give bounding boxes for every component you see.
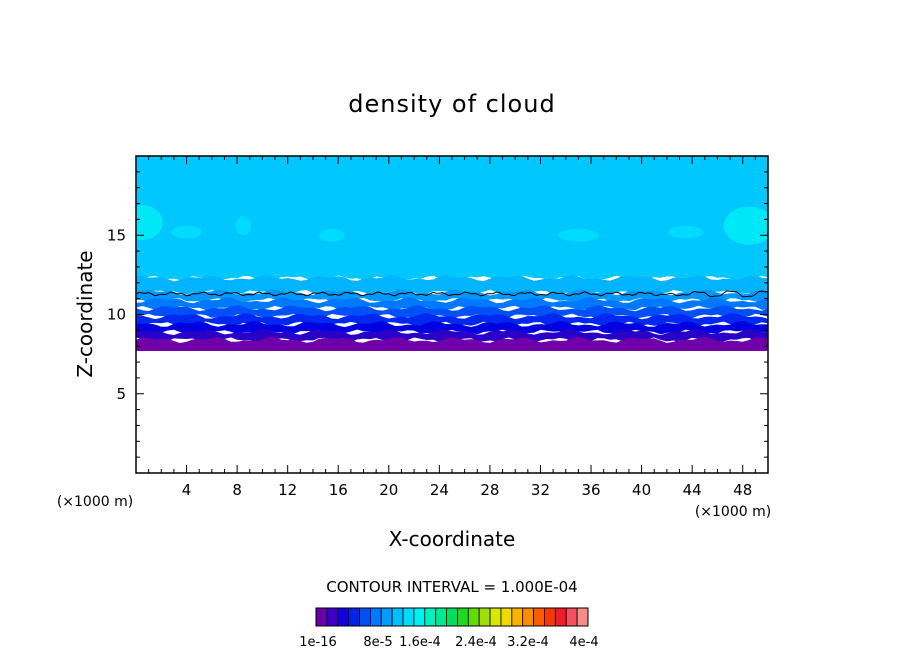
colorbar-swatch [391, 607, 404, 627]
colorbar-swatch [489, 607, 502, 627]
colorbar-swatch [478, 607, 491, 627]
x-tick-label: 16 [329, 481, 348, 499]
colorbar-label: 4e-4 [569, 635, 598, 650]
y-axis-label: Z-coordinate [73, 250, 97, 377]
x-tick-label: 44 [683, 481, 702, 499]
contour-patch [723, 206, 768, 245]
x-tick-label: 28 [480, 481, 499, 499]
colorbar-frame [315, 607, 589, 627]
x-tick-label: 36 [581, 481, 600, 499]
colorbar-swatch [533, 607, 545, 627]
y-tick-label: 10 [107, 306, 126, 324]
colorbar-swatch [576, 607, 589, 627]
x-tick-label: 8 [232, 481, 242, 499]
contour-band [136, 156, 768, 281]
colorbar-swatch [348, 607, 360, 627]
y-axis-unit: (×1000 m) [57, 494, 133, 510]
colorbar-swatch [369, 607, 382, 627]
colorbar: 1e-16 8e-5 1.6e-4 2.4e-4 3.2e-4 4e-4 [299, 607, 599, 650]
contour-band [136, 321, 768, 335]
x-tick-label: 32 [531, 481, 550, 499]
colorbar-swatch [457, 607, 469, 627]
colorbar-swatch [315, 607, 328, 627]
colorbar-swatch [326, 607, 339, 627]
colorbar-label: 3.2e-4 [507, 635, 549, 650]
colorbar-swatch [544, 607, 556, 627]
contour-interval-label: CONTOUR INTERVAL = 1.000E-04 [326, 578, 577, 596]
colorbar-swatch [359, 607, 371, 627]
contour-band [136, 328, 768, 343]
contour-patch [668, 225, 704, 239]
contour-line [136, 290, 768, 298]
contour-patch [558, 228, 599, 242]
y-tick-label: 15 [107, 226, 126, 244]
contour-fill-group [136, 156, 768, 351]
x-tick-label: 48 [733, 481, 752, 499]
contour-band [136, 274, 768, 295]
colorbar-swatch [337, 607, 350, 627]
contour-patch [235, 216, 252, 236]
x-tick-label: 20 [379, 481, 398, 499]
colorbar-swatch [565, 607, 578, 627]
x-axis-unit: (×1000 m) [695, 504, 771, 520]
colorbar-swatch [424, 607, 437, 627]
x-tick-label: 40 [632, 481, 651, 499]
colorbar-swatch [554, 607, 567, 627]
colorbar-swatch [402, 607, 415, 627]
colorbar-swatch [446, 607, 458, 627]
y-tick-label: 5 [116, 385, 126, 403]
contour-patch [136, 205, 163, 240]
x-tick-label: 24 [430, 481, 449, 499]
x-tick-label: 4 [182, 481, 192, 499]
colorbar-swatch [511, 607, 524, 627]
contour-patch [171, 225, 202, 239]
colorbar-swatch [500, 607, 513, 627]
colorbar-swatch [522, 607, 534, 627]
x-tick-label: 12 [278, 481, 297, 499]
contour-band [136, 336, 768, 351]
colorbar-label: 8e-5 [363, 635, 392, 650]
contour-patch [319, 228, 345, 242]
contour-band [136, 305, 768, 319]
colorbar-swatch [435, 607, 447, 627]
colorbar-label: 1.6e-4 [399, 635, 441, 650]
x-axis-label: X-coordinate [389, 527, 516, 551]
colorbar-swatch [467, 607, 480, 627]
colorbar-label: 2.4e-4 [455, 635, 497, 650]
colorbar-swatch [413, 607, 426, 627]
colorbar-label: 1e-16 [299, 635, 337, 650]
chart-title: density of cloud [348, 90, 555, 118]
colorbar-swatch [380, 607, 393, 627]
